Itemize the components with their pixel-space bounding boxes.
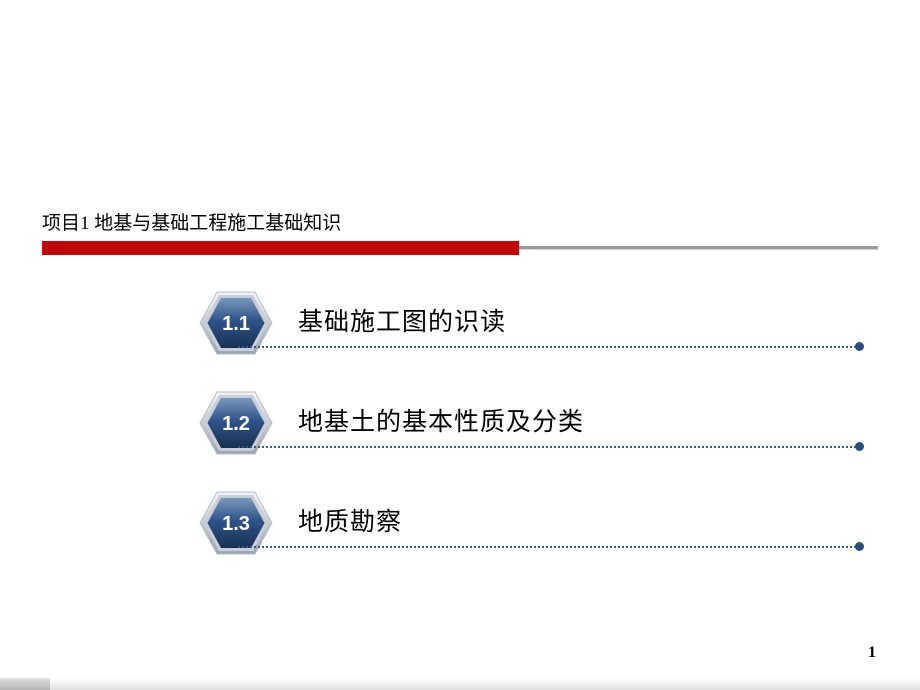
item-end-dot (855, 542, 864, 551)
list-item: 1.3 地质勘察 (198, 490, 860, 556)
footer-tab (0, 678, 50, 690)
item-underline (238, 546, 860, 548)
underline-gray (519, 246, 878, 249)
item-end-dot (855, 342, 864, 351)
page-number: 1 (868, 644, 876, 662)
item-underline (238, 446, 860, 448)
title-underline (42, 241, 878, 255)
hex-number: 1.1 (222, 313, 250, 335)
content-list: 1.1 基础施工图的识读 1.2 地基土的基本性质及分类 1.3 (198, 290, 860, 590)
list-item: 1.1 基础施工图的识读 (198, 290, 860, 356)
slide-header: 项目1 地基与基础工程施工基础知识 (42, 208, 878, 255)
item-label: 地质勘察 (298, 502, 402, 538)
hex-number: 1.2 (222, 413, 250, 435)
slide: 项目1 地基与基础工程施工基础知识 (0, 0, 920, 690)
hex-number: 1.3 (222, 513, 250, 535)
item-label: 地基土的基本性质及分类 (298, 402, 584, 438)
item-end-dot (855, 442, 864, 451)
item-label: 基础施工图的识读 (298, 302, 506, 338)
underline-red (42, 241, 519, 255)
item-underline (238, 346, 860, 348)
footer-shadow (0, 678, 920, 690)
slide-title: 项目1 地基与基础工程施工基础知识 (42, 208, 878, 235)
list-item: 1.2 地基土的基本性质及分类 (198, 390, 860, 456)
